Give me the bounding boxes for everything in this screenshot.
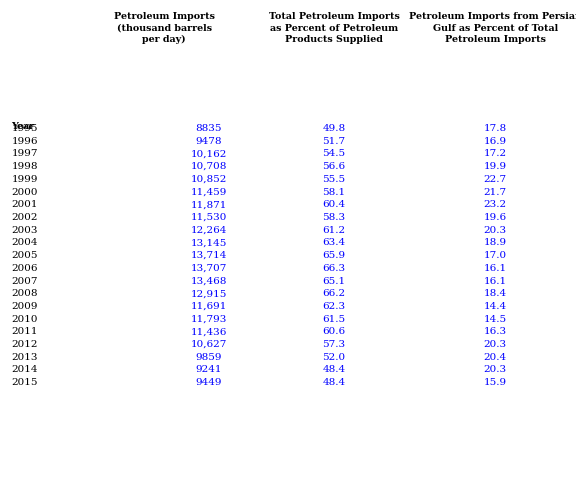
Text: 65.9: 65.9 bbox=[323, 251, 346, 259]
Text: 22.7: 22.7 bbox=[484, 175, 507, 183]
Text: 1998: 1998 bbox=[12, 162, 38, 171]
Text: 2012: 2012 bbox=[12, 339, 38, 348]
Text: 9449: 9449 bbox=[195, 378, 222, 386]
Text: 62.3: 62.3 bbox=[323, 302, 346, 310]
Text: 2010: 2010 bbox=[12, 314, 38, 323]
Text: 1995: 1995 bbox=[12, 124, 38, 133]
Text: 2002: 2002 bbox=[12, 212, 38, 222]
Text: 16.3: 16.3 bbox=[484, 327, 507, 335]
Text: 8835: 8835 bbox=[195, 124, 222, 133]
Text: 56.6: 56.6 bbox=[323, 162, 346, 171]
Text: 10,162: 10,162 bbox=[191, 149, 227, 158]
Text: 2011: 2011 bbox=[12, 327, 38, 335]
Text: 10,627: 10,627 bbox=[191, 339, 227, 348]
Text: 1999: 1999 bbox=[12, 175, 38, 183]
Text: 9859: 9859 bbox=[195, 352, 222, 361]
Text: Petroleum Imports from Persian
Gulf as Percent of Total
Petroleum Imports: Petroleum Imports from Persian Gulf as P… bbox=[409, 12, 576, 44]
Text: 2013: 2013 bbox=[12, 352, 38, 361]
Text: Year: Year bbox=[12, 121, 35, 131]
Text: 9241: 9241 bbox=[195, 365, 222, 374]
Text: 58.3: 58.3 bbox=[323, 212, 346, 222]
Text: 11,530: 11,530 bbox=[191, 212, 227, 222]
Text: 2005: 2005 bbox=[12, 251, 38, 259]
Text: 1996: 1996 bbox=[12, 136, 38, 145]
Text: 18.9: 18.9 bbox=[484, 238, 507, 247]
Text: Petroleum Imports
(thousand barrels
per day): Petroleum Imports (thousand barrels per … bbox=[113, 12, 215, 44]
Text: 18.4: 18.4 bbox=[484, 288, 507, 298]
Text: 2014: 2014 bbox=[12, 365, 38, 374]
Text: 16.1: 16.1 bbox=[484, 263, 507, 272]
Text: 58.1: 58.1 bbox=[323, 187, 346, 196]
Text: 20.3: 20.3 bbox=[484, 225, 507, 234]
Text: 16.1: 16.1 bbox=[484, 276, 507, 285]
Text: 14.4: 14.4 bbox=[484, 302, 507, 310]
Text: 17.0: 17.0 bbox=[484, 251, 507, 259]
Text: 13,145: 13,145 bbox=[191, 238, 227, 247]
Text: 12,264: 12,264 bbox=[191, 225, 227, 234]
Text: 2004: 2004 bbox=[12, 238, 38, 247]
Text: 48.4: 48.4 bbox=[323, 365, 346, 374]
Text: 20.4: 20.4 bbox=[484, 352, 507, 361]
Text: 17.2: 17.2 bbox=[484, 149, 507, 158]
Text: 48.4: 48.4 bbox=[323, 378, 346, 386]
Text: 2001: 2001 bbox=[12, 200, 38, 209]
Text: 9478: 9478 bbox=[195, 136, 222, 145]
Text: 11,691: 11,691 bbox=[191, 302, 227, 310]
Text: 2007: 2007 bbox=[12, 276, 38, 285]
Text: 2009: 2009 bbox=[12, 302, 38, 310]
Text: 2006: 2006 bbox=[12, 263, 38, 272]
Text: 65.1: 65.1 bbox=[323, 276, 346, 285]
Text: 12,915: 12,915 bbox=[191, 288, 227, 298]
Text: 20.3: 20.3 bbox=[484, 365, 507, 374]
Text: 14.5: 14.5 bbox=[484, 314, 507, 323]
Text: 2015: 2015 bbox=[12, 378, 38, 386]
Text: 66.2: 66.2 bbox=[323, 288, 346, 298]
Text: 23.2: 23.2 bbox=[484, 200, 507, 209]
Text: 16.9: 16.9 bbox=[484, 136, 507, 145]
Text: 13,714: 13,714 bbox=[191, 251, 227, 259]
Text: 10,852: 10,852 bbox=[191, 175, 227, 183]
Text: 49.8: 49.8 bbox=[323, 124, 346, 133]
Text: 11,459: 11,459 bbox=[191, 187, 227, 196]
Text: 52.0: 52.0 bbox=[323, 352, 346, 361]
Text: 11,793: 11,793 bbox=[191, 314, 227, 323]
Text: 21.7: 21.7 bbox=[484, 187, 507, 196]
Text: 13,707: 13,707 bbox=[191, 263, 227, 272]
Text: 19.9: 19.9 bbox=[484, 162, 507, 171]
Text: 11,436: 11,436 bbox=[191, 327, 227, 335]
Text: 66.3: 66.3 bbox=[323, 263, 346, 272]
Text: 61.5: 61.5 bbox=[323, 314, 346, 323]
Text: 63.4: 63.4 bbox=[323, 238, 346, 247]
Text: 15.9: 15.9 bbox=[484, 378, 507, 386]
Text: 61.2: 61.2 bbox=[323, 225, 346, 234]
Text: 51.7: 51.7 bbox=[323, 136, 346, 145]
Text: 1997: 1997 bbox=[12, 149, 38, 158]
Text: 60.4: 60.4 bbox=[323, 200, 346, 209]
Text: Total Petroleum Imports
as Percent of Petroleum
Products Supplied: Total Petroleum Imports as Percent of Pe… bbox=[268, 12, 400, 44]
Text: 2000: 2000 bbox=[12, 187, 38, 196]
Text: 13,468: 13,468 bbox=[191, 276, 227, 285]
Text: 55.5: 55.5 bbox=[323, 175, 346, 183]
Text: 2003: 2003 bbox=[12, 225, 38, 234]
Text: 17.8: 17.8 bbox=[484, 124, 507, 133]
Text: 54.5: 54.5 bbox=[323, 149, 346, 158]
Text: 2008: 2008 bbox=[12, 288, 38, 298]
Text: 20.3: 20.3 bbox=[484, 339, 507, 348]
Text: 57.3: 57.3 bbox=[323, 339, 346, 348]
Text: 19.6: 19.6 bbox=[484, 212, 507, 222]
Text: 60.6: 60.6 bbox=[323, 327, 346, 335]
Text: 11,871: 11,871 bbox=[191, 200, 227, 209]
Text: 10,708: 10,708 bbox=[191, 162, 227, 171]
